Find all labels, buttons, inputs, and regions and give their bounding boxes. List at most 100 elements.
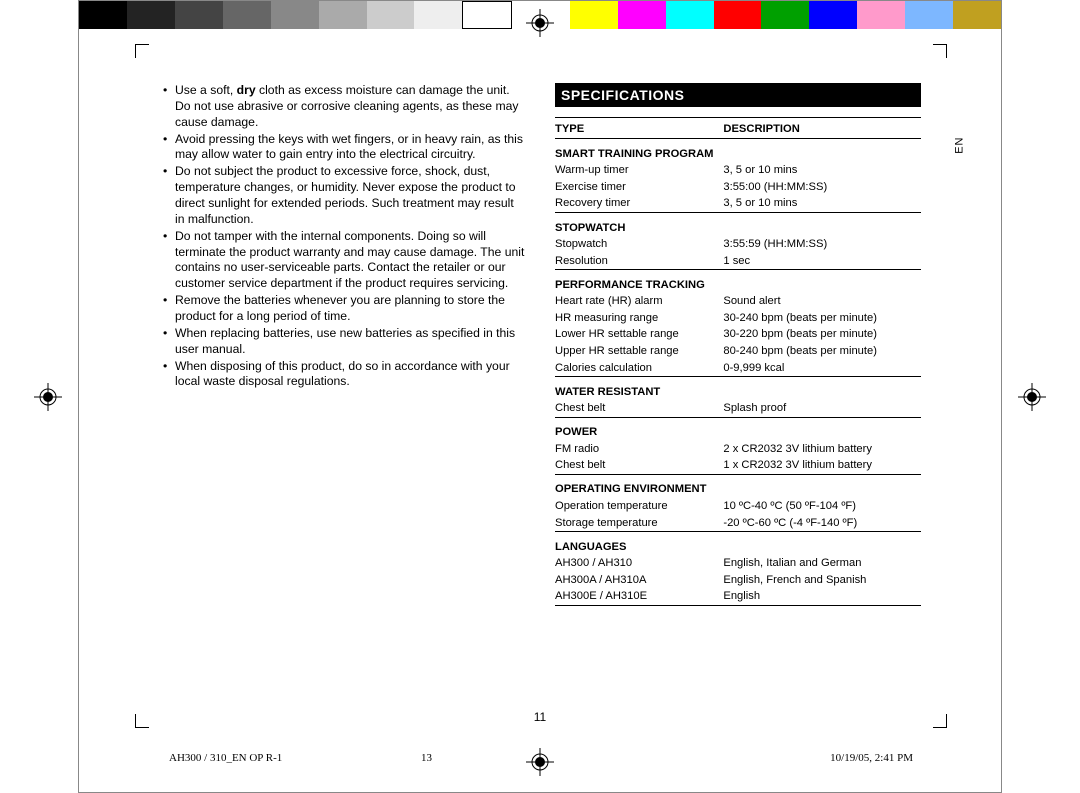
spec-value: English <box>723 588 921 605</box>
section-header: OPERATING ENVIRONMENT <box>555 476 921 498</box>
list-item: Remove the batteries whenever you are pl… <box>161 293 525 325</box>
spec-type: Exercise timer <box>555 179 723 196</box>
left-column: Use a soft, dry cloth as excess moisture… <box>161 83 525 391</box>
table-row: Upper HR settable range80-240 bpm (beats… <box>555 343 921 360</box>
swatch <box>319 1 367 29</box>
list-item: Avoid pressing the keys with wet fingers… <box>161 132 525 164</box>
table-row: AH300 / AH310English, Italian and German <box>555 555 921 572</box>
table-row: HR measuring range30-240 bpm (beats per … <box>555 310 921 327</box>
swatch <box>414 1 462 29</box>
swatch <box>462 1 512 29</box>
spec-type: FM radio <box>555 441 723 458</box>
section-header: STOPWATCH <box>555 215 921 237</box>
table-row: Chest beltSplash proof <box>555 400 921 417</box>
list-item: When replacing batteries, use new batter… <box>161 326 525 358</box>
spec-value: 3, 5 or 10 mins <box>723 195 921 212</box>
print-page: EN Use a soft, dry cloth as excess moist… <box>78 0 1002 793</box>
specifications-table: TYPEDESCRIPTION SMART TRAINING PROGRAMWar… <box>555 117 921 607</box>
spec-type: Heart rate (HR) alarm <box>555 293 723 310</box>
section-header: PERFORMANCE TRACKING <box>555 272 921 294</box>
spec-type: Warm-up timer <box>555 162 723 179</box>
specifications-heading: SPECIFICATIONS <box>555 83 921 107</box>
table-row: AH300E / AH310EEnglish <box>555 588 921 605</box>
page-number: 11 <box>534 710 546 724</box>
footer-timestamp: 10/19/05, 2:41 PM <box>830 752 913 764</box>
table-row: Operation temperature10 ºC-40 ºC (50 ºF-… <box>555 498 921 515</box>
col-type: TYPE <box>555 120 723 139</box>
spec-value: 30-240 bpm (beats per minute) <box>723 310 921 327</box>
list-item: Do not subject the product to excessive … <box>161 164 525 227</box>
spec-value: 1 x CR2032 3V lithium battery <box>723 457 921 474</box>
swatch <box>714 1 762 29</box>
table-row: Heart rate (HR) alarmSound alert <box>555 293 921 310</box>
swatch <box>175 1 223 29</box>
spec-value: English, French and Spanish <box>723 572 921 589</box>
spec-type: Storage temperature <box>555 515 723 532</box>
table-row: Recovery timer3, 5 or 10 mins <box>555 195 921 212</box>
spec-value: 3, 5 or 10 mins <box>723 162 921 179</box>
table-row: Warm-up timer3, 5 or 10 mins <box>555 162 921 179</box>
section-header: POWER <box>555 419 921 441</box>
swatch <box>570 1 618 29</box>
spec-type: AH300 / AH310 <box>555 555 723 572</box>
page-content: EN Use a soft, dry cloth as excess moist… <box>161 83 921 713</box>
spec-value: 30-220 bpm (beats per minute) <box>723 326 921 343</box>
swatch <box>367 1 415 29</box>
swatch <box>857 1 905 29</box>
swatch <box>761 1 809 29</box>
spec-type: AH300A / AH310A <box>555 572 723 589</box>
spec-value: -20 ºC-60 ºC (-4 ºF-140 ºF) <box>723 515 921 532</box>
spec-type: AH300E / AH310E <box>555 588 723 605</box>
table-row: Exercise timer3:55:00 (HH:MM:SS) <box>555 179 921 196</box>
table-row: Lower HR settable range30-220 bpm (beats… <box>555 326 921 343</box>
spec-type: Chest belt <box>555 457 723 474</box>
care-instructions-list: Use a soft, dry cloth as excess moisture… <box>161 83 525 390</box>
print-footer: AH300 / 310_EN OP R-1 13 10/19/05, 2:41 … <box>169 752 913 764</box>
table-row: Resolution1 sec <box>555 253 921 270</box>
swatch <box>809 1 857 29</box>
list-item: Use a soft, dry cloth as excess moisture… <box>161 83 525 131</box>
spec-type: Lower HR settable range <box>555 326 723 343</box>
swatch <box>127 1 175 29</box>
spec-value: 10 ºC-40 ºC (50 ºF-104 ºF) <box>723 498 921 515</box>
language-tag: EN <box>952 137 966 154</box>
spec-value: Splash proof <box>723 400 921 417</box>
table-row: FM radio2 x CR2032 3V lithium battery <box>555 441 921 458</box>
swatch <box>223 1 271 29</box>
spec-type: Resolution <box>555 253 723 270</box>
swatch <box>953 1 1001 29</box>
right-column: SPECIFICATIONS TYPEDESCRIPTION SMART TRAI… <box>555 83 921 607</box>
swatch <box>666 1 714 29</box>
spec-type: Calories calculation <box>555 360 723 377</box>
table-row: Stopwatch3:55:59 (HH:MM:SS) <box>555 236 921 253</box>
spec-type: Upper HR settable range <box>555 343 723 360</box>
registration-mark-icon <box>526 9 554 37</box>
spec-value: English, Italian and German <box>723 555 921 572</box>
registration-mark-icon <box>34 383 62 411</box>
swatch <box>905 1 953 29</box>
spec-type: Chest belt <box>555 400 723 417</box>
table-row: Chest belt1 x CR2032 3V lithium battery <box>555 457 921 474</box>
col-description: DESCRIPTION <box>723 120 921 139</box>
section-header: WATER RESISTANT <box>555 379 921 401</box>
spec-value: 2 x CR2032 3V lithium battery <box>723 441 921 458</box>
list-item: Do not tamper with the internal componen… <box>161 229 525 292</box>
spec-value: 1 sec <box>723 253 921 270</box>
spec-type: Operation temperature <box>555 498 723 515</box>
list-item: When disposing of this product, do so in… <box>161 359 525 391</box>
swatch <box>271 1 319 29</box>
spec-value: 3:55:00 (HH:MM:SS) <box>723 179 921 196</box>
section-header: SMART TRAINING PROGRAM <box>555 141 921 163</box>
table-row: Calories calculation0-9,999 kcal <box>555 360 921 377</box>
spec-value: Sound alert <box>723 293 921 310</box>
swatch <box>618 1 666 29</box>
spec-type: Recovery timer <box>555 195 723 212</box>
spec-type: HR measuring range <box>555 310 723 327</box>
footer-docid: AH300 / 310_EN OP R-1 <box>169 752 282 764</box>
registration-mark-icon <box>1018 383 1046 411</box>
spec-type: Stopwatch <box>555 236 723 253</box>
table-row: Storage temperature-20 ºC-60 ºC (-4 ºF-1… <box>555 515 921 532</box>
footer-sheet-number: 13 <box>421 752 432 764</box>
table-row: AH300A / AH310AEnglish, French and Spani… <box>555 572 921 589</box>
swatch <box>79 1 127 29</box>
